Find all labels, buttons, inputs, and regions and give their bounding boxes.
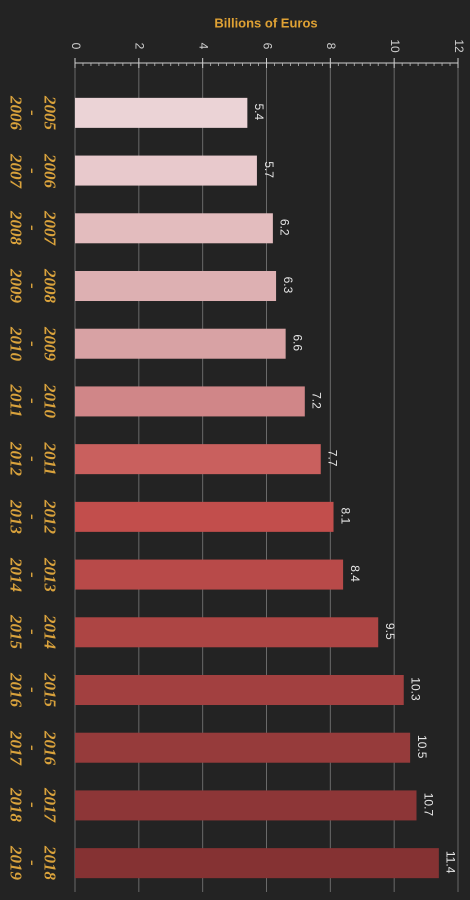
- y-tick-label: 2017 - 2018: [6, 788, 60, 823]
- y-tick-label: 2005 - 2006: [6, 95, 60, 130]
- x-tick-label: 2: [133, 43, 147, 50]
- y-tick-label: 2018 - 2019: [6, 846, 60, 881]
- bar: [75, 732, 411, 763]
- value-label: 8.4: [348, 565, 362, 582]
- x-tick-label: 0: [69, 43, 83, 50]
- value-label: 10.5: [415, 735, 429, 759]
- axis-title: Billions of Euros: [214, 15, 317, 30]
- value-label: 6.2: [278, 219, 292, 236]
- value-label: 10.7: [421, 793, 435, 817]
- bar: [75, 674, 404, 706]
- y-tick-label: 2014 - 2015: [6, 615, 60, 650]
- x-tick-label: 12: [452, 39, 466, 53]
- y-tick-label: 2016 - 2017: [6, 730, 60, 765]
- x-tick-label: 6: [260, 43, 274, 50]
- bar: [75, 328, 286, 359]
- value-label: 11.4: [444, 851, 458, 874]
- x-tick-label: 8: [324, 43, 338, 50]
- bar: [75, 213, 273, 244]
- value-label: 6.3: [281, 277, 295, 294]
- y-tick-label: 2015 - 2016: [6, 673, 60, 707]
- bar: [75, 617, 379, 648]
- value-label: 8.1: [338, 508, 352, 525]
- bar: [75, 97, 248, 128]
- x-tick-label: 10: [388, 39, 402, 53]
- y-tick-label: 2012 - 2013: [6, 499, 60, 534]
- bar: [75, 386, 305, 417]
- value-label: 10.3: [409, 677, 423, 701]
- bar: [75, 848, 439, 879]
- value-label: 6.6: [290, 334, 304, 351]
- value-label: 7.2: [310, 392, 324, 409]
- bar: [75, 155, 257, 186]
- y-tick-label: 2011 - 2012: [6, 442, 60, 477]
- bar: [75, 444, 321, 475]
- y-tick-label: 2010 - 2011: [6, 384, 60, 419]
- bar: [75, 559, 344, 590]
- y-tick-label: 2006 - 2007: [6, 153, 60, 188]
- x-tick-label: 4: [196, 43, 210, 50]
- value-label: 5.7: [262, 161, 276, 178]
- y-tick-label: 2009 - 2010: [6, 326, 60, 361]
- value-label: 9.5: [383, 623, 397, 640]
- bar: [75, 501, 334, 532]
- value-label: 5.4: [252, 104, 266, 121]
- bar: [75, 790, 417, 821]
- y-tick-label: 2008 - 2009: [6, 269, 60, 303]
- value-label: 7.7: [326, 450, 340, 467]
- y-tick-label: 2013 - 2014: [6, 557, 60, 592]
- bar: [75, 270, 277, 302]
- y-tick-label: 2007 - 2008: [6, 211, 60, 246]
